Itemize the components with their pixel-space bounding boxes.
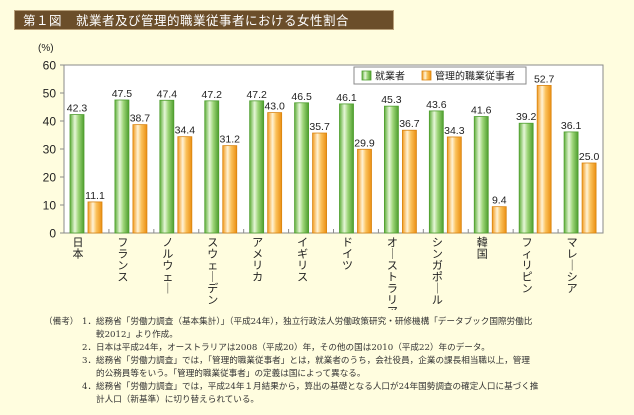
x-tick-label: アメリカ (252, 236, 263, 284)
note-item: 3． 総務省「労働力調査」では，「管理的職業従事者」とは，就業者のうち，会社役員，… (44, 355, 624, 368)
bar-employed (159, 99, 175, 234)
bar-employed (473, 116, 489, 234)
legend-swatch-employed (361, 70, 372, 81)
note-text: 日本は平成24年，オーストラリアは2008（平成20）年，その他の国は2010（… (96, 343, 490, 353)
legend-swatch-managers (421, 70, 432, 81)
data-label: 43.0 (264, 101, 285, 113)
bar-managers (312, 132, 327, 234)
note-number: 3． (82, 356, 97, 366)
data-label: 11.1 (85, 190, 105, 202)
data-label: 43.6 (426, 99, 447, 111)
data-label: 42.3 (67, 103, 88, 115)
note-item: 4． 総務省「労働力調査」では，平成24年１月結果から，算出の基礎となる人口が24… (44, 381, 624, 394)
note-heading (44, 342, 82, 355)
data-label: 47.4 (157, 88, 178, 100)
note-item: 2． 日本は平成24年，オーストラリアは2008（平成20）年，その他の国は201… (44, 342, 624, 355)
bar-managers (357, 148, 372, 234)
x-tick-label: マレ｜シア (567, 236, 578, 295)
note-number: 2． (82, 343, 97, 353)
x-tick-label: シンガポ｜ル (432, 236, 443, 307)
y-tick-label: 60 (43, 59, 57, 73)
figure-title-bar: 第１図 就業者及び管理的職業従事者における女性割合 (14, 10, 394, 30)
x-tick-label: 韓国 (477, 236, 488, 261)
y-tick-label: 20 (43, 171, 57, 185)
data-label: 45.3 (381, 94, 402, 106)
bar-employed (204, 100, 220, 234)
bar-employed (563, 131, 579, 234)
data-label: 47.2 (246, 89, 267, 101)
bar-managers (267, 112, 283, 234)
bar-managers (222, 145, 238, 234)
data-label: 29.9 (354, 137, 375, 149)
bar-employed (249, 100, 265, 234)
data-label: 47.2 (202, 89, 223, 101)
note-text-continued: 的公務員等をいう。「管理的職業従事者」の定義は国によって異なる。 (96, 369, 366, 379)
x-tick-label: オ｜ストラリア (387, 236, 398, 310)
data-label: 34.4 (175, 125, 196, 137)
note-heading: （備考） (44, 317, 79, 327)
bar-managers (491, 206, 507, 234)
bar-managers (177, 136, 193, 234)
figure-number: 第１図 (23, 13, 63, 28)
note-number: 4． (82, 382, 97, 392)
bar-chart: (%) 0 10 20 30 40 50 60 42.3 11.1 47.5 38.7 47.4 34… (38, 43, 604, 310)
bar-employed (294, 102, 309, 234)
data-label: 35.7 (309, 121, 330, 133)
figure-title: 就業者及び管理的職業従事者における女性割合 (76, 13, 350, 28)
y-tick-label: 0 (49, 227, 56, 241)
bar-employed (384, 105, 399, 234)
note-heading (44, 355, 82, 368)
bar-managers (402, 129, 417, 234)
bar-employed (518, 122, 534, 234)
x-tick-label: ノルウェ｜ (162, 236, 173, 295)
bar-managers (87, 201, 103, 234)
bar-managers (581, 162, 597, 234)
note-number: 1． (82, 317, 97, 327)
x-tick-label: フィリピン (522, 236, 533, 295)
y-tick-label: 10 (43, 199, 57, 213)
y-tick-label: 30 (43, 143, 57, 157)
x-tick-label: 日本 (73, 236, 84, 261)
data-label: 36.7 (399, 118, 420, 130)
legend-label-managers: 管理的職業従事者 (435, 70, 515, 83)
legend-label-employed: 就業者 (375, 70, 405, 83)
bar-managers (536, 85, 552, 234)
x-tick-label: ドイツ (342, 236, 353, 272)
note-item: （備考） 1． 総務省「労働力調査（基本集計）」（平成24年），独立行政法人労働政策… (44, 316, 624, 329)
note-text-continued: 計人口（新基準）に切り替えられている。 (96, 395, 260, 405)
note-heading (44, 381, 82, 394)
data-label: 9.4 (492, 195, 507, 207)
y-tick-label: 40 (43, 115, 57, 129)
data-label: 25.0 (579, 151, 600, 163)
y-tick-label: 50 (43, 87, 57, 101)
bar-employed (428, 110, 444, 234)
legend: 就業者 管理的職業従事者 (353, 66, 527, 85)
bar-employed (339, 103, 354, 234)
note-text: 総務省「労働力調査（基本集計）」（平成24年），独立行政法人労働政策研究・研修機… (96, 317, 533, 327)
note-text: 総務省「労働力調査」では，「管理的職業従事者」とは，就業者のうち，会社役員，企業… (96, 356, 530, 366)
x-tick-label: フランス (117, 236, 128, 284)
plot-area (63, 64, 604, 234)
data-label: 31.2 (220, 134, 241, 146)
x-tick-label: スウェ｜デン (207, 236, 218, 307)
data-label: 46.5 (291, 91, 312, 103)
x-tick-label: イギリス (297, 236, 308, 284)
y-axis-unit: (%) (38, 43, 54, 54)
note-text: 総務省「労働力調査」では，平成24年１月結果から，算出の基礎となる人口が24年国… (96, 382, 539, 392)
bar-managers (132, 124, 148, 234)
data-label: 52.7 (534, 73, 555, 85)
data-label: 38.7 (130, 113, 151, 125)
bar-employed (114, 99, 130, 234)
data-label: 36.1 (561, 120, 582, 132)
note-text-continued: 較2012」より作成。 (96, 330, 178, 340)
data-label: 46.1 (336, 92, 357, 104)
notes: （備考） 1． 総務省「労働力調査（基本集計）」（平成24年），独立行政法人労働政策… (44, 316, 624, 407)
bar-managers (446, 136, 462, 234)
data-label: 34.3 (444, 125, 465, 137)
data-label: 39.2 (516, 111, 537, 123)
data-label: 47.5 (112, 88, 133, 100)
data-label: 41.6 (471, 105, 492, 117)
bar-employed (69, 114, 85, 234)
legend-box (353, 66, 527, 85)
